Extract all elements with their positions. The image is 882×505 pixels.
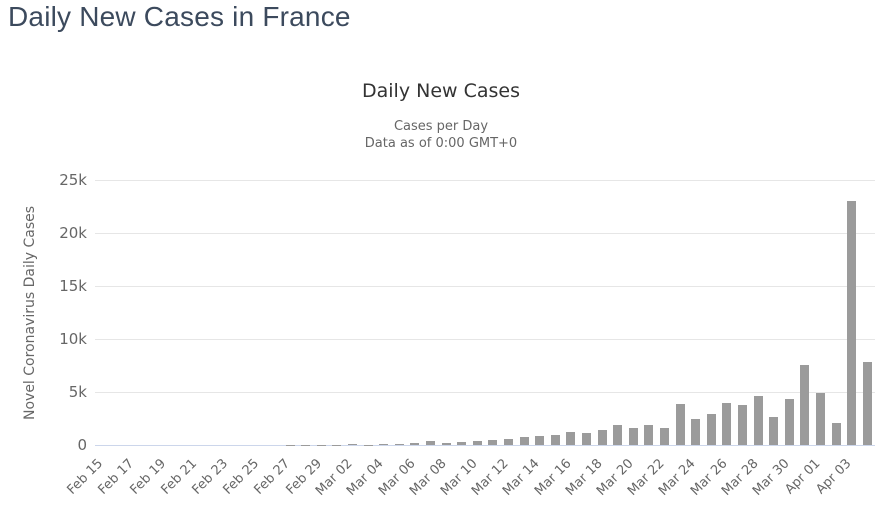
bar-mar-08[interactable] <box>441 443 451 445</box>
bar-mar-23[interactable] <box>675 404 685 445</box>
bar-mar-25[interactable] <box>706 413 716 445</box>
bar-mar-14[interactable] <box>535 436 545 445</box>
bar-mar-09[interactable] <box>457 441 467 445</box>
bar-mar-13[interactable] <box>519 436 529 445</box>
y-axis-tick-label: 15k <box>59 277 87 295</box>
bar-mar-05[interactable] <box>394 443 404 445</box>
bar-mar-02[interactable] <box>347 444 357 445</box>
bar-mar-06[interactable] <box>410 443 420 445</box>
y-axis-tick-label: 0 <box>77 436 87 454</box>
bar-mar-18[interactable] <box>597 430 607 445</box>
bar-mar-15[interactable] <box>550 435 560 445</box>
bar-mar-16[interactable] <box>566 432 576 445</box>
bar-mar-17[interactable] <box>581 433 591 445</box>
gridline <box>95 339 875 340</box>
bar-mar-11[interactable] <box>488 439 498 445</box>
bar-mar-22[interactable] <box>659 428 669 445</box>
bar-mar-26[interactable] <box>722 403 732 445</box>
chart-subtitle: Cases per Day Data as of 0:00 GMT+0 <box>0 118 882 152</box>
bar-mar-21[interactable] <box>644 425 654 445</box>
bar-mar-27[interactable] <box>737 404 747 445</box>
gridline <box>95 180 875 181</box>
chart-subtitle-line2: Data as of 0:00 GMT+0 <box>364 136 518 151</box>
bar-apr-04[interactable] <box>862 362 872 445</box>
bar-mar-10[interactable] <box>472 441 482 445</box>
bar-mar-30[interactable] <box>784 398 794 445</box>
bar-mar-04[interactable] <box>379 444 389 445</box>
daily-new-cases-chart: Daily New Cases Cases per Day Data as of… <box>0 75 882 505</box>
gridline <box>95 286 875 287</box>
bar-apr-03[interactable] <box>847 200 857 445</box>
bar-mar-19[interactable] <box>613 425 623 445</box>
gridline <box>95 233 875 234</box>
gridline <box>95 392 875 393</box>
y-axis-tick-label: 10k <box>59 330 87 348</box>
chart-title: Daily New Cases <box>362 80 520 102</box>
page-title: Daily New Cases in France <box>8 1 351 32</box>
bar-mar-24[interactable] <box>691 419 701 445</box>
bar-mar-31[interactable] <box>800 364 810 445</box>
bar-mar-07[interactable] <box>425 441 435 445</box>
y-axis-tick-label: 20k <box>59 224 87 242</box>
y-axis-labels: 0 5k 10k 15k 20k 25k <box>0 171 87 454</box>
y-axis-tick-label: 5k <box>68 383 87 401</box>
chart-subtitle-line1: Cases per Day <box>393 119 489 134</box>
bar-apr-01[interactable] <box>815 393 825 445</box>
bar-mar-29[interactable] <box>769 417 779 445</box>
bar-mar-20[interactable] <box>628 427 638 445</box>
bar-mar-28[interactable] <box>753 396 763 445</box>
bar-mar-12[interactable] <box>503 438 513 445</box>
bar-apr-02[interactable] <box>831 422 841 445</box>
y-axis-tick-label: 25k <box>59 171 87 189</box>
plot-area <box>95 180 875 446</box>
x-axis-labels: Feb 15 Feb 17 Feb 19 Feb 21 Feb 23 Feb 25 Feb … <box>65 451 875 505</box>
